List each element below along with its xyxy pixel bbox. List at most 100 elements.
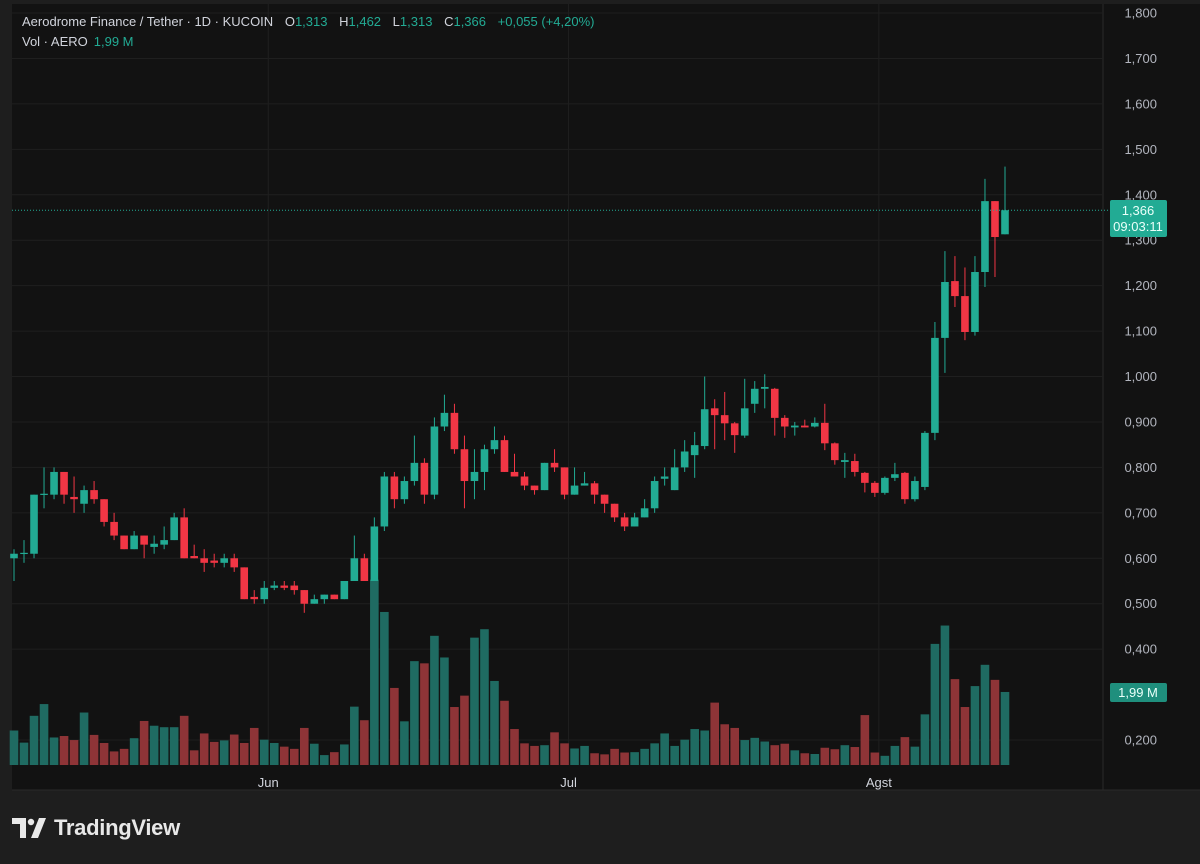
volume-bar [590, 753, 599, 765]
volume-bar [119, 748, 129, 765]
candle-body [500, 440, 509, 472]
candle-body [821, 422, 829, 444]
candle [530, 485, 539, 495]
candle [300, 590, 309, 613]
candle-body [130, 535, 138, 550]
price-tick-label: 0,900 [1124, 414, 1157, 429]
candle-body [480, 449, 489, 472]
candle-body [80, 490, 88, 504]
candle-body [330, 594, 339, 600]
symbol-title[interactable]: Aerodrome Finance / Tether · 1D · KUCOIN [22, 14, 274, 29]
volume-bar [249, 727, 259, 765]
price-tick-label: 1,200 [1124, 278, 1157, 293]
volume-bar [660, 733, 669, 765]
candle [861, 471, 869, 493]
candle-body [800, 425, 809, 428]
candle-body [320, 594, 329, 600]
volume-bar [700, 730, 709, 765]
volume-bar [400, 721, 409, 765]
candle [911, 476, 919, 502]
candle-body [150, 543, 158, 547]
volume-label[interactable]: Vol · AERO [22, 34, 88, 49]
volume-row: Vol · AERO 1,99 M [22, 32, 595, 52]
volume-bar [159, 727, 169, 765]
candle [921, 431, 929, 491]
price-tick-label: 0,800 [1124, 460, 1157, 475]
candle-body [630, 517, 639, 527]
candle [951, 256, 959, 307]
price-axis[interactable] [1103, 4, 1200, 790]
volume-bar [310, 743, 319, 765]
candle-body [961, 296, 969, 332]
volume-bar [59, 736, 69, 765]
time-axis[interactable] [12, 765, 1103, 790]
volume-bar [370, 579, 379, 765]
volume-bar [340, 744, 349, 765]
candle [811, 417, 819, 428]
volume-bar [800, 753, 810, 765]
candle [640, 499, 649, 518]
candle [210, 553, 218, 568]
candle-body [240, 567, 249, 600]
candle-body [200, 558, 208, 563]
candle-body [951, 281, 959, 297]
volume-bar [760, 741, 770, 765]
volume-bar [29, 715, 39, 765]
volume-bar [239, 742, 249, 765]
candle-body [610, 503, 619, 518]
candle [700, 376, 709, 450]
candle [30, 494, 38, 559]
close-key: C [444, 14, 454, 29]
tradingview-logo[interactable]: TradingView [12, 815, 180, 841]
candle-body [20, 552, 28, 555]
candle-body [420, 462, 429, 495]
open-key: O [284, 14, 295, 29]
volume-bar [520, 743, 529, 765]
candle-body [600, 494, 609, 504]
candle-body [260, 587, 269, 600]
candle [120, 535, 128, 550]
volume-bar [960, 707, 970, 765]
candle-body [760, 386, 769, 389]
volume-bar [920, 714, 930, 765]
volume-bar [510, 729, 519, 765]
candle [240, 567, 249, 600]
candle-body [811, 422, 819, 427]
volume-bar [900, 737, 910, 765]
symbol-row: Aerodrome Finance / Tether · 1D · KUCOIN… [22, 12, 595, 32]
volume-bar [680, 739, 689, 765]
volume-bar [19, 742, 29, 765]
candle [730, 421, 739, 453]
volume-bar [810, 753, 820, 765]
candle [620, 512, 629, 532]
candle [780, 415, 789, 438]
candle [981, 178, 989, 288]
volume-bar [9, 730, 19, 765]
volume-bar [149, 725, 159, 765]
volume-bar [189, 750, 199, 765]
candle-body [881, 477, 889, 493]
plot-area[interactable] [12, 4, 1103, 765]
candle-body [40, 493, 48, 495]
volume-bar [440, 657, 449, 765]
candle-body [140, 535, 148, 545]
volume-bar [940, 625, 950, 765]
low-key: L [392, 14, 400, 29]
candle-body [891, 474, 899, 478]
candle-body [570, 485, 579, 495]
volume-bar [570, 748, 579, 765]
candle [580, 471, 589, 486]
candle [590, 481, 599, 504]
volume-bar [430, 635, 439, 765]
candle-body [450, 412, 459, 450]
volume-bar [129, 738, 139, 765]
volume-bar [790, 750, 800, 765]
candle-body [941, 282, 949, 338]
candle [390, 471, 399, 509]
volume-bar [490, 680, 499, 765]
candle [961, 267, 969, 341]
candle-body [981, 201, 989, 273]
volume-bar [720, 724, 730, 765]
candle [891, 462, 899, 482]
